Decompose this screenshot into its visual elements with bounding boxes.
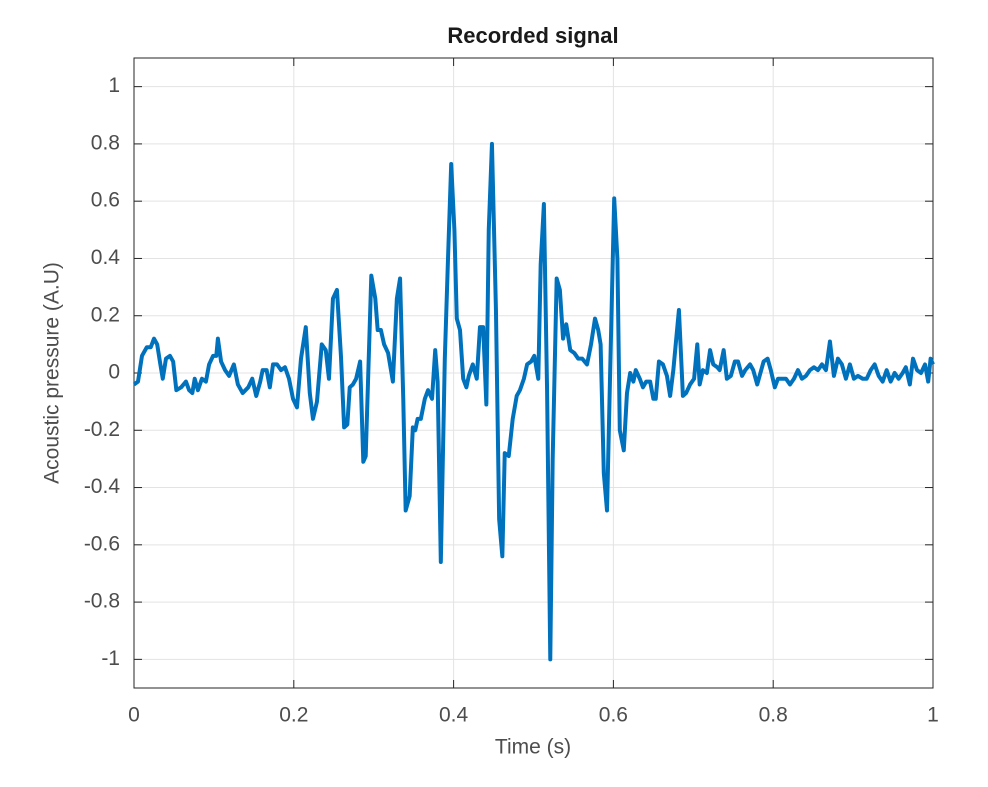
x-tick-label: 0.2 bbox=[279, 704, 308, 727]
y-tick-label: -0.4 bbox=[84, 475, 121, 498]
x-tick-label: 0 bbox=[128, 704, 140, 727]
chart-title: Recorded signal bbox=[447, 23, 618, 48]
x-tick-label: 0.6 bbox=[599, 704, 628, 727]
signal-line bbox=[132, 141, 935, 662]
x-axis-label: Time (s) bbox=[495, 736, 571, 759]
y-tick-label: -0.6 bbox=[84, 532, 120, 555]
y-tick-label: 0.8 bbox=[91, 131, 120, 154]
x-tick-label: 0.4 bbox=[439, 704, 469, 727]
y-axis-label: Acoustic pressure (A.U) bbox=[41, 262, 64, 484]
x-tick-label: 1 bbox=[927, 704, 939, 727]
y-tick-label: 0 bbox=[108, 361, 120, 384]
y-tick-label: 0.4 bbox=[91, 246, 121, 269]
x-tick-label: 0.8 bbox=[759, 704, 788, 727]
y-tick-label: -1 bbox=[101, 647, 120, 670]
y-tick-label: 0.6 bbox=[91, 189, 120, 212]
y-tick-label: 0.2 bbox=[91, 303, 120, 326]
y-tick-label: 1 bbox=[108, 74, 120, 97]
y-tick-label: -0.2 bbox=[84, 418, 120, 441]
axes-box bbox=[133, 57, 934, 689]
y-tick-label: -0.8 bbox=[84, 590, 120, 613]
